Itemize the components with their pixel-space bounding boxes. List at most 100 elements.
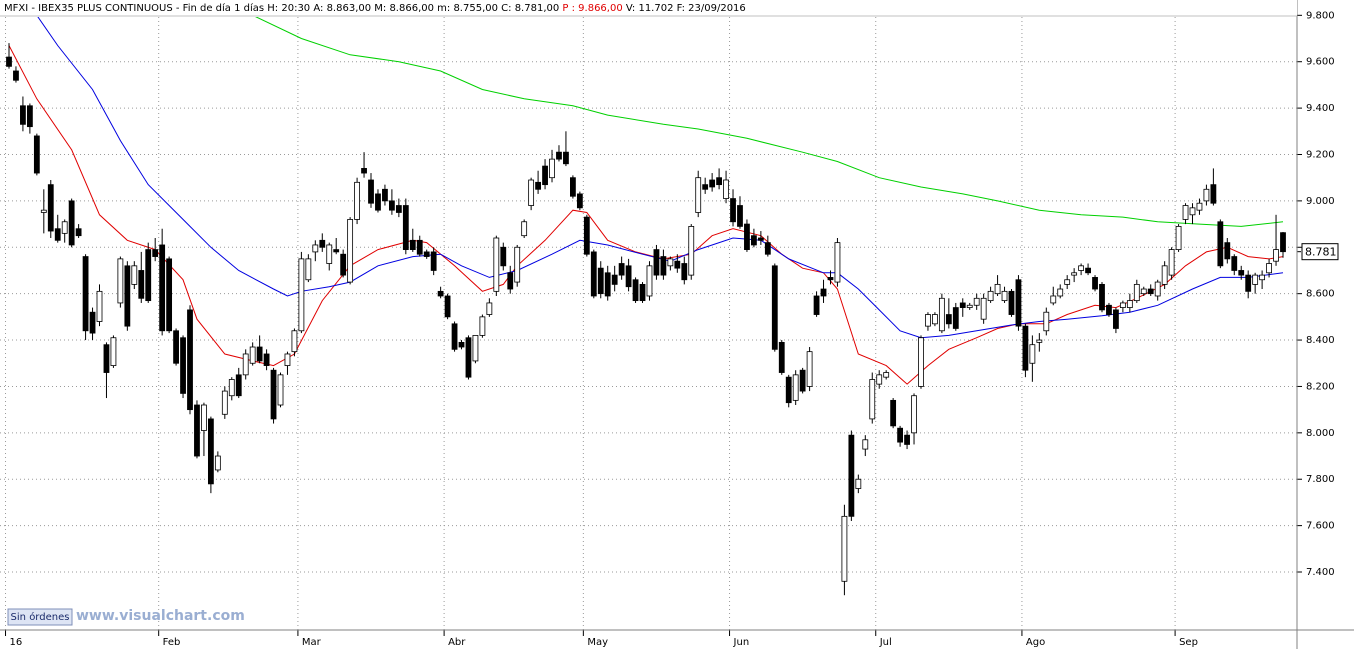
candle-body [1099,283,1105,311]
candle-body [1064,279,1071,285]
candle-body [333,249,340,253]
candle-body [6,56,12,67]
candle-body [625,265,632,288]
candle-body [1203,188,1210,202]
candle-body [409,239,416,250]
candle-body [1008,290,1015,315]
candle-body [1078,265,1085,271]
y-tick-label: 9.800 [1306,10,1335,21]
candle-body [1238,270,1245,276]
candle-body [952,307,959,329]
candle-body [932,314,938,325]
x-tick-label: Ago [1026,637,1045,648]
candle-body [611,274,618,285]
x-tick-label: Jul [879,637,892,648]
candle-body [799,369,806,392]
x-tick-label: Abr [448,637,466,648]
candle-body [221,390,228,415]
candle-body [270,369,277,420]
candle-body [583,216,590,255]
candle-body [904,434,910,445]
candle-body [938,297,945,332]
axes: 7.4007.6007.8008.0008.2008.4008.6008.800… [5,10,1339,648]
candle-body [876,374,883,385]
candle-body [1092,277,1098,290]
candle-body [1245,274,1252,292]
average-line [255,17,1284,227]
candle-body [862,439,869,450]
header-item: V: 11.702 F: 23/09/2016 [623,3,746,14]
candle-body [75,228,82,237]
candle-body [194,404,200,457]
candle-body [319,239,326,248]
candle-body [1224,242,1231,260]
x-tick-label: May [587,637,608,648]
candle-body [980,297,987,320]
candle-body [444,295,451,318]
candle-body [563,151,569,165]
candle-body [103,344,110,373]
candle-body [89,311,96,334]
candle-body [110,337,117,366]
candle-body [730,198,736,223]
header-item: P : 9.866,00 [562,3,622,14]
candle-body [646,265,653,297]
candle-body [632,279,639,302]
candle-body [1175,225,1182,250]
candle-body [695,177,702,213]
candle-body [653,249,660,276]
candle-body [263,353,270,366]
candle-body [145,249,152,302]
candle-body [361,168,367,174]
candle-body [298,258,305,332]
candle-body [312,244,319,253]
candle-body [597,267,604,295]
candle-body [340,253,347,276]
candle-body [542,165,548,186]
header: MFXI - IBEX35 PLUS CONTINUOUS - Fin de d… [4,2,746,14]
candle-body [277,374,284,406]
candle-body [959,302,966,308]
candle-body [1140,288,1147,295]
candle-body [771,265,778,350]
candle-body [201,404,207,431]
candle-body [235,374,242,397]
candle-body [375,193,381,211]
candle-body [395,205,402,213]
candle-body [744,223,750,250]
candle-body [479,316,486,336]
y-tick-label: 9.200 [1306,149,1335,160]
header-item: MFXI - IBEX35 PLUS CONTINUOUS - Fin de d… [4,2,562,14]
candle-body [751,235,757,246]
candle-body [987,290,994,302]
candle-body [1273,249,1279,262]
y-tick-label: 8.400 [1306,335,1335,346]
candle-body [716,177,722,186]
candle-body [1057,288,1064,297]
candle-body [1231,256,1238,271]
candle-body [451,323,458,350]
candle-body [1036,339,1043,343]
last-price-label: 8.781 [1305,246,1337,259]
candle-body [806,351,813,387]
x-tick-label: Feb [163,637,181,648]
candle-body [1259,274,1266,281]
candle-body [883,372,890,378]
candle-body [639,283,646,302]
candle-body [1147,288,1154,295]
candle-body [1196,202,1203,211]
candle-body [897,427,904,443]
y-tick-label: 9.000 [1306,196,1335,207]
candle-body [785,376,792,404]
candle-body [1071,272,1078,276]
candle-body [709,179,716,188]
status-box [7,608,73,626]
candle-body [68,200,75,246]
candle-body [1161,265,1168,285]
candle-body [507,272,514,290]
header-bar [0,0,1297,16]
last-price-box [1301,243,1339,261]
candle-body [778,341,785,373]
candle-body [228,379,235,397]
candle-body [256,346,263,362]
